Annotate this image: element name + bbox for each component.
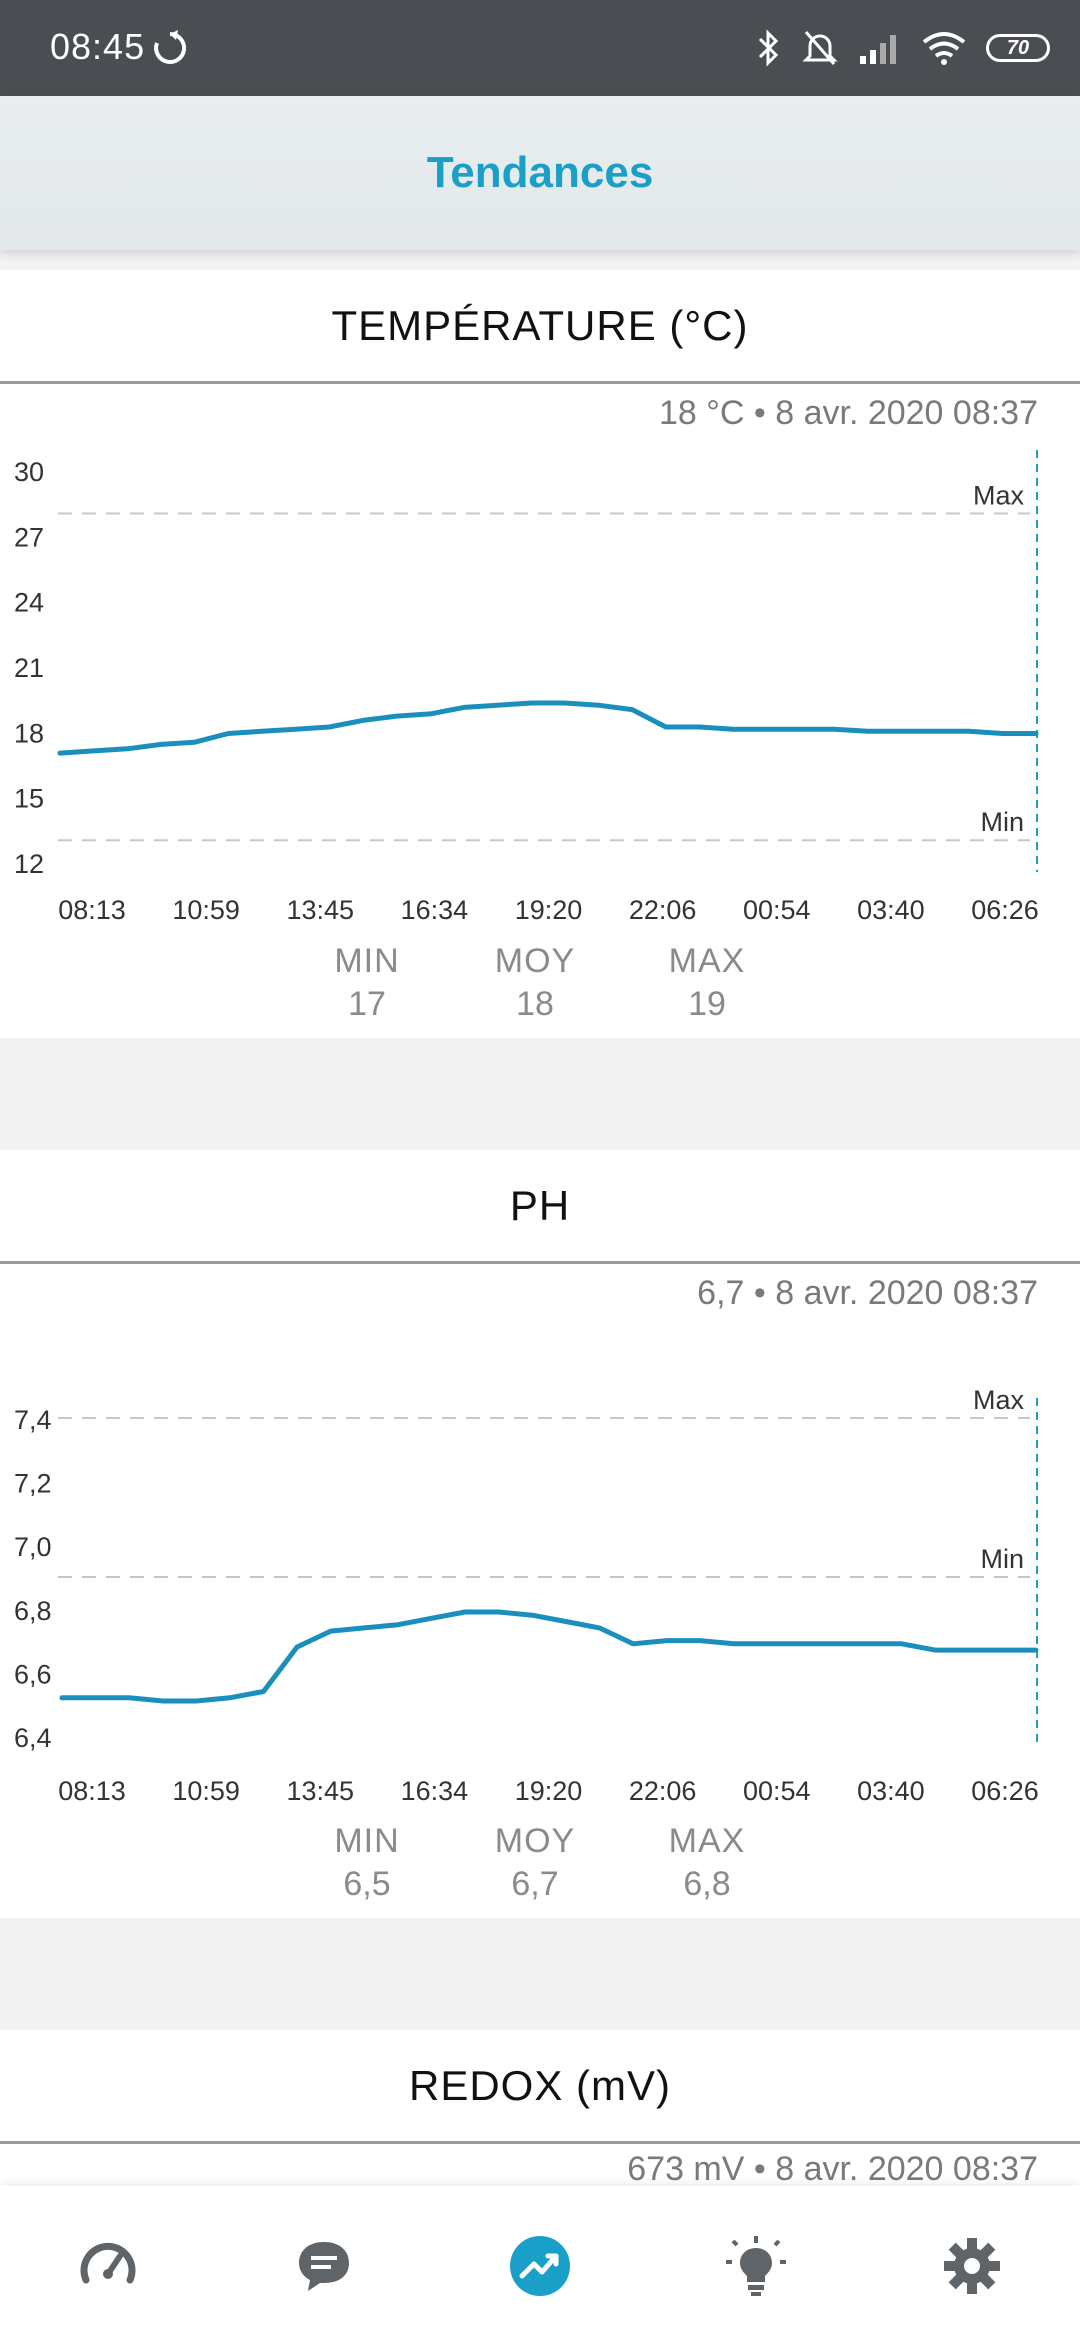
stat-max: MAX 19 [627,942,787,1024]
temperature-title: TEMPÉRATURE (°C) [0,270,1080,384]
stat-max-label: MAX [668,1822,746,1860]
redox-panel: REDOX (mV) 673 mV • 8 avr. 2020 08:37 [0,2030,1080,2188]
max-threshold-label: Max [973,1385,1025,1415]
temperature-stats: MIN 17 MOY 18 MAX 19 [0,942,1080,1032]
lightbulb-icon [726,2236,786,2296]
stat-max-label: MAX [668,942,746,980]
nav-trends[interactable] [500,2226,580,2306]
stat-max: MAX 6,8 [627,1822,787,1904]
bluetooth-icon [758,29,779,67]
x-tick-label: 16:34 [401,1776,469,1806]
y-tick-label: 27 [14,522,44,552]
nav-settings[interactable] [932,2226,1012,2306]
series-line [57,700,1039,756]
min-threshold-label: Min [980,1544,1024,1574]
stat-avg-label: MOY [494,942,576,980]
x-tick-label: 13:45 [286,1776,354,1806]
status-bar: 08:45 70 [0,0,1080,96]
temperature-chart: 30 27 24 21 18 15 12 08:13 10:59 13:45 16:34 19:20 2… [14,450,1039,925]
ph-stats: MIN 6,5 MOY 6,7 MAX 6,8 [0,1822,1080,1912]
temperature-panel: TEMPÉRATURE (°C) 18 °C • 8 avr. 2020 08:… [0,270,1080,1038]
x-tick-label: 10:59 [172,1776,240,1806]
y-tick-label: 21 [14,653,44,683]
y-tick-label: 12 [14,849,44,879]
signal-icon [860,35,896,64]
status-time: 08:45 [50,26,146,67]
y-tick-label: 7,4 [14,1405,52,1435]
y-tick-label: 18 [14,718,44,748]
x-tick-label: 08:13 [58,1776,126,1806]
redox-latest: 673 mV • 8 avr. 2020 08:37 [627,2150,1038,2188]
y-tick-label: 24 [14,588,44,618]
redox-title: REDOX (mV) [0,2030,1080,2144]
page-title: Tendances [426,148,654,197]
x-tick-label: 16:34 [401,895,469,925]
series-line [59,1609,1039,1704]
stat-min: MIN 17 [287,942,447,1024]
x-tick-label: 13:45 [286,895,354,925]
x-tick-label: 03:40 [857,895,925,925]
x-tick-label: 00:54 [743,895,811,925]
x-tick-label: 03:40 [857,1776,925,1806]
stat-avg: MOY 6,7 [455,1822,615,1904]
ph-panel: PH 6,7 • 8 avr. 2020 08:37 7,4 7,2 7,0 6,8 6… [0,1150,1080,1918]
trends-icon [510,2236,570,2296]
x-tick-label: 08:13 [58,895,126,925]
y-tick-label: 30 [14,457,44,487]
nav-tips[interactable] [716,2226,796,2306]
stat-min-label: MIN [334,942,400,980]
stat-max-value: 6,8 [683,1865,731,1903]
status-icons: 70 [756,24,1050,72]
stat-min-value: 6,5 [343,1865,391,1903]
y-tick-label: 7,2 [14,1469,52,1499]
x-tick-label: 19:20 [515,1776,583,1806]
temperature-latest: 18 °C • 8 avr. 2020 08:37 [659,394,1038,432]
wifi-icon [922,32,966,65]
x-tick-label: 00:54 [743,1776,811,1806]
battery-level: 70 [1006,36,1030,59]
y-tick-label: 6,8 [14,1596,52,1626]
stat-avg-value: 6,7 [511,1865,559,1903]
min-threshold-label: Min [980,807,1024,837]
speedometer-icon [80,2242,136,2284]
stat-min-value: 17 [348,985,386,1023]
nav-dashboard[interactable] [68,2226,148,2306]
nav-messages[interactable] [284,2226,364,2306]
chat-icon [299,2242,349,2291]
x-tick-label: 22:06 [629,895,697,925]
x-tick-label: 06:26 [971,1776,1039,1806]
battery-icon: 70 [986,34,1050,62]
ph-latest: 6,7 • 8 avr. 2020 08:37 [697,1274,1038,1312]
sync-icon [154,30,187,64]
stat-avg-label: MOY [494,1822,576,1860]
ph-title: PH [0,1150,1080,1264]
bottom-nav [0,2186,1080,2340]
y-tick-label: 6,6 [14,1659,52,1689]
stat-max-value: 19 [688,985,726,1023]
y-tick-label: 15 [14,784,44,814]
stat-min: MIN 6,5 [287,1822,447,1904]
y-tick-label: 7,0 [14,1532,52,1562]
max-threshold-label: Max [973,481,1025,511]
ph-chart: 7,4 7,2 7,0 6,8 6,6 6,408:13 10:59 13:45 16:34 19… [14,1385,1039,1806]
x-tick-label: 19:20 [515,895,583,925]
x-tick-label: 10:59 [172,895,240,925]
stat-min-label: MIN [334,1822,400,1860]
stat-avg-value: 18 [516,985,554,1023]
app-header: Tendances [0,96,1080,250]
gear-icon [944,2238,1000,2294]
x-tick-label: 22:06 [629,1776,697,1806]
mute-icon [802,31,838,65]
stat-avg: MOY 18 [455,942,615,1024]
y-tick-label: 6,4 [14,1723,52,1753]
x-tick-label: 06:26 [971,895,1039,925]
